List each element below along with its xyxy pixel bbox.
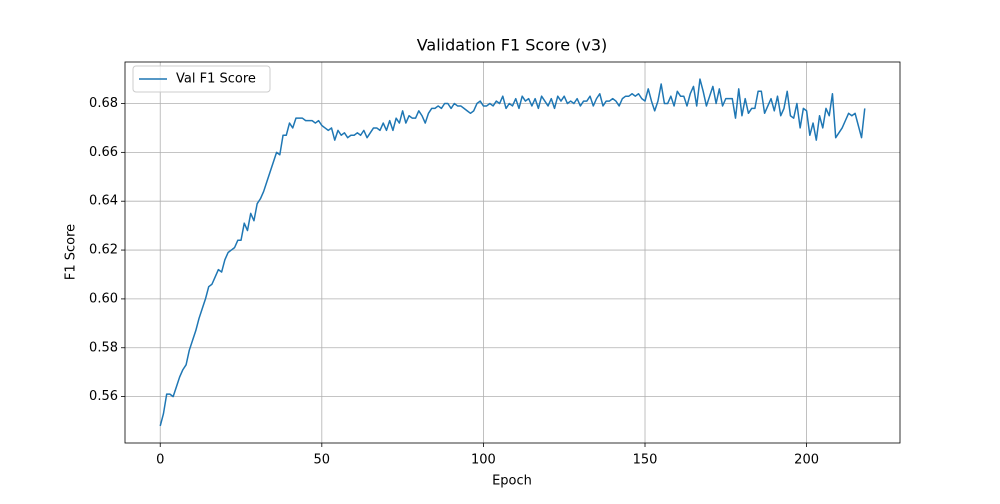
y-tick-label: 0.64	[89, 194, 118, 209]
y-axis-label: F1 Score	[64, 224, 79, 280]
x-tick-label: 50	[314, 453, 331, 468]
x-tick-label: 150	[633, 453, 658, 468]
plot-frame	[124, 61, 901, 444]
x-axis-label: Epoch	[492, 474, 532, 489]
y-tick-label: 0.62	[89, 243, 118, 258]
x-tick-label: 0	[156, 453, 164, 468]
chart-title: Validation F1 Score (v3)	[417, 36, 608, 55]
legend-label: Val F1 Score	[176, 72, 256, 87]
y-tick-label: 0.66	[89, 145, 118, 160]
data-line	[159, 78, 866, 427]
x-tick-label: 200	[794, 453, 819, 468]
x-tick-label: 100	[471, 453, 496, 468]
y-tick-label: 0.60	[89, 291, 118, 306]
legend-box	[132, 65, 271, 93]
y-tick-label: 0.58	[89, 340, 118, 355]
y-tick-label: 0.56	[89, 389, 118, 404]
y-tick-label: 0.68	[89, 96, 118, 111]
